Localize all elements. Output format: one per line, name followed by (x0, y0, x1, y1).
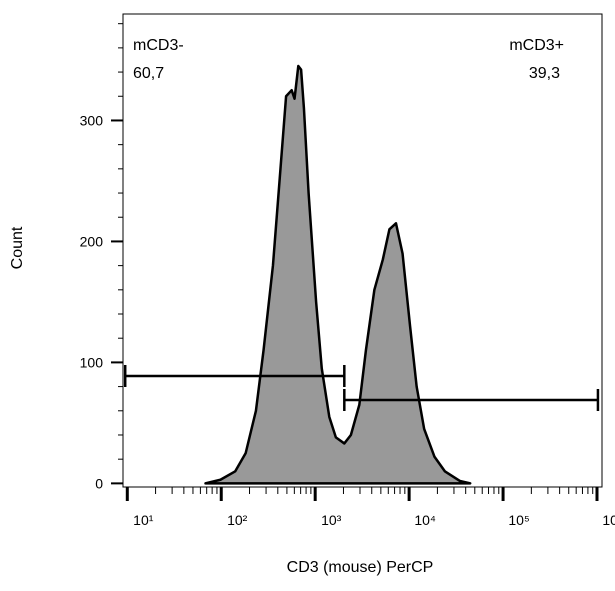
gate-name: mCD3+ (509, 37, 564, 54)
y-tick-label: 200 (80, 233, 104, 249)
plot-frame (122, 13, 603, 488)
y-tick-label: 300 (80, 112, 104, 128)
x-tick-label: 10⁶ (602, 512, 615, 528)
gate-name: mCD3- (133, 37, 184, 54)
x-tick-label: 10⁴ (414, 512, 436, 528)
x-tick-label: 10² (227, 512, 248, 528)
gate-value: 60,7 (133, 65, 164, 82)
histogram-area (204, 64, 472, 485)
y-tick-label: 0 (95, 475, 103, 491)
gate-value: 39,3 (529, 65, 560, 82)
y-tick-label: 100 (80, 354, 104, 370)
y-axis-label: Count (9, 226, 26, 269)
x-tick-label: 10¹ (133, 512, 154, 528)
x-tick-label: 10³ (321, 512, 342, 528)
x-tick-label: 10⁵ (508, 512, 529, 528)
x-axis-label: CD3 (mouse) PerCP (287, 559, 434, 576)
